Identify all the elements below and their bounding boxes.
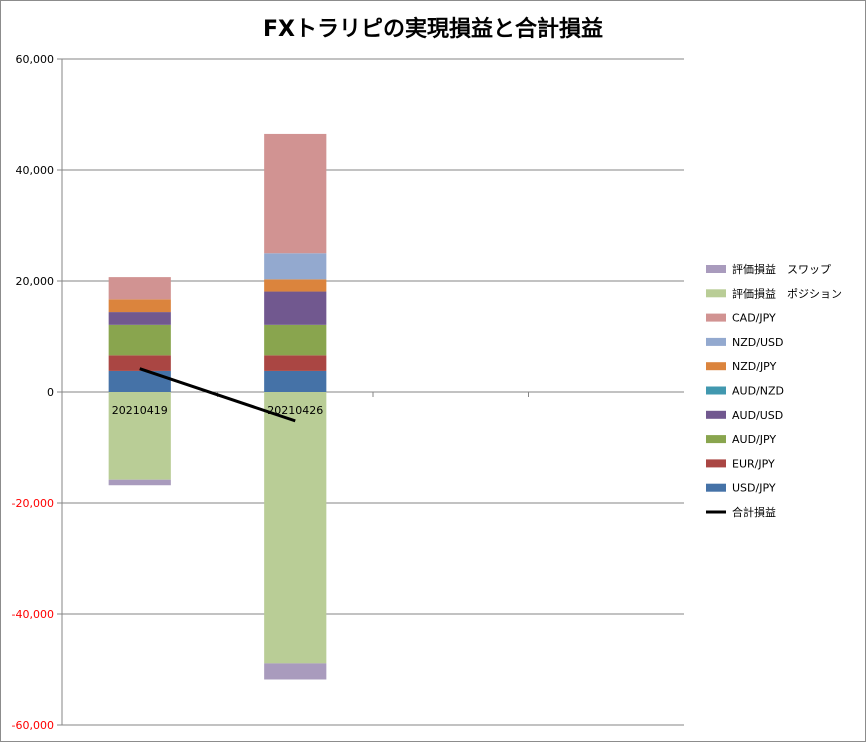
y-tick-label: 20,000	[16, 275, 55, 288]
y-tick-label: 0	[47, 386, 54, 399]
chart-title: FXトラリピの実現損益と合計損益	[263, 16, 603, 42]
bar-segment	[108, 479, 171, 486]
bar-segment	[264, 133, 327, 254]
y-tick-label: 60,000	[16, 53, 55, 66]
x-tick-label: 20210419	[112, 404, 168, 417]
bar-segment	[108, 312, 171, 325]
legend-label: CAD/JPY	[732, 312, 776, 325]
legend-label: 評価損益 ポジション	[732, 286, 842, 300]
legend-label: NZD/USD	[732, 336, 783, 349]
bar-segment	[264, 279, 327, 292]
legend-label: AUD/USD	[732, 409, 783, 422]
bar-segment	[264, 370, 327, 392]
legend-swatch	[706, 265, 726, 273]
y-tick-label: -20,000	[12, 497, 54, 510]
bar-segment	[264, 663, 327, 680]
bar-segment	[264, 324, 327, 356]
legend-swatch	[706, 459, 726, 468]
legend-label: USD/JPY	[732, 482, 776, 495]
bar-segment	[264, 253, 327, 280]
y-tick-label: 40,000	[16, 164, 55, 177]
bar-segment	[264, 355, 327, 371]
legend-swatch	[706, 313, 726, 322]
legend-swatch	[706, 337, 726, 346]
bar-segment	[108, 392, 171, 480]
y-tick-label: -40,000	[12, 608, 54, 621]
y-tick-label: -60,000	[12, 719, 54, 732]
bar-segment	[108, 299, 171, 313]
legend-label: 評価損益 スワップ	[732, 262, 831, 276]
bar-segment	[108, 324, 171, 356]
legend-swatch	[706, 386, 726, 395]
legend-swatch	[706, 362, 726, 371]
bar-segment	[264, 392, 327, 664]
bar-segment	[108, 277, 171, 300]
legend-label: NZD/JPY	[732, 360, 777, 373]
x-tick-label: 20210426	[267, 404, 323, 417]
legend-label: AUD/JPY	[732, 433, 776, 446]
legend-label: EUR/JPY	[732, 457, 775, 470]
legend-label: AUD/NZD	[732, 385, 784, 398]
bar-segment	[108, 370, 171, 392]
bar-segment	[108, 355, 171, 371]
bar-segment	[264, 291, 327, 325]
legend-label: 合計損益	[732, 505, 776, 519]
total-line	[139, 367, 296, 423]
legend-swatch	[706, 289, 726, 298]
legend-swatch	[706, 435, 726, 444]
legend-swatch	[706, 483, 726, 492]
legend-swatch	[706, 410, 726, 419]
